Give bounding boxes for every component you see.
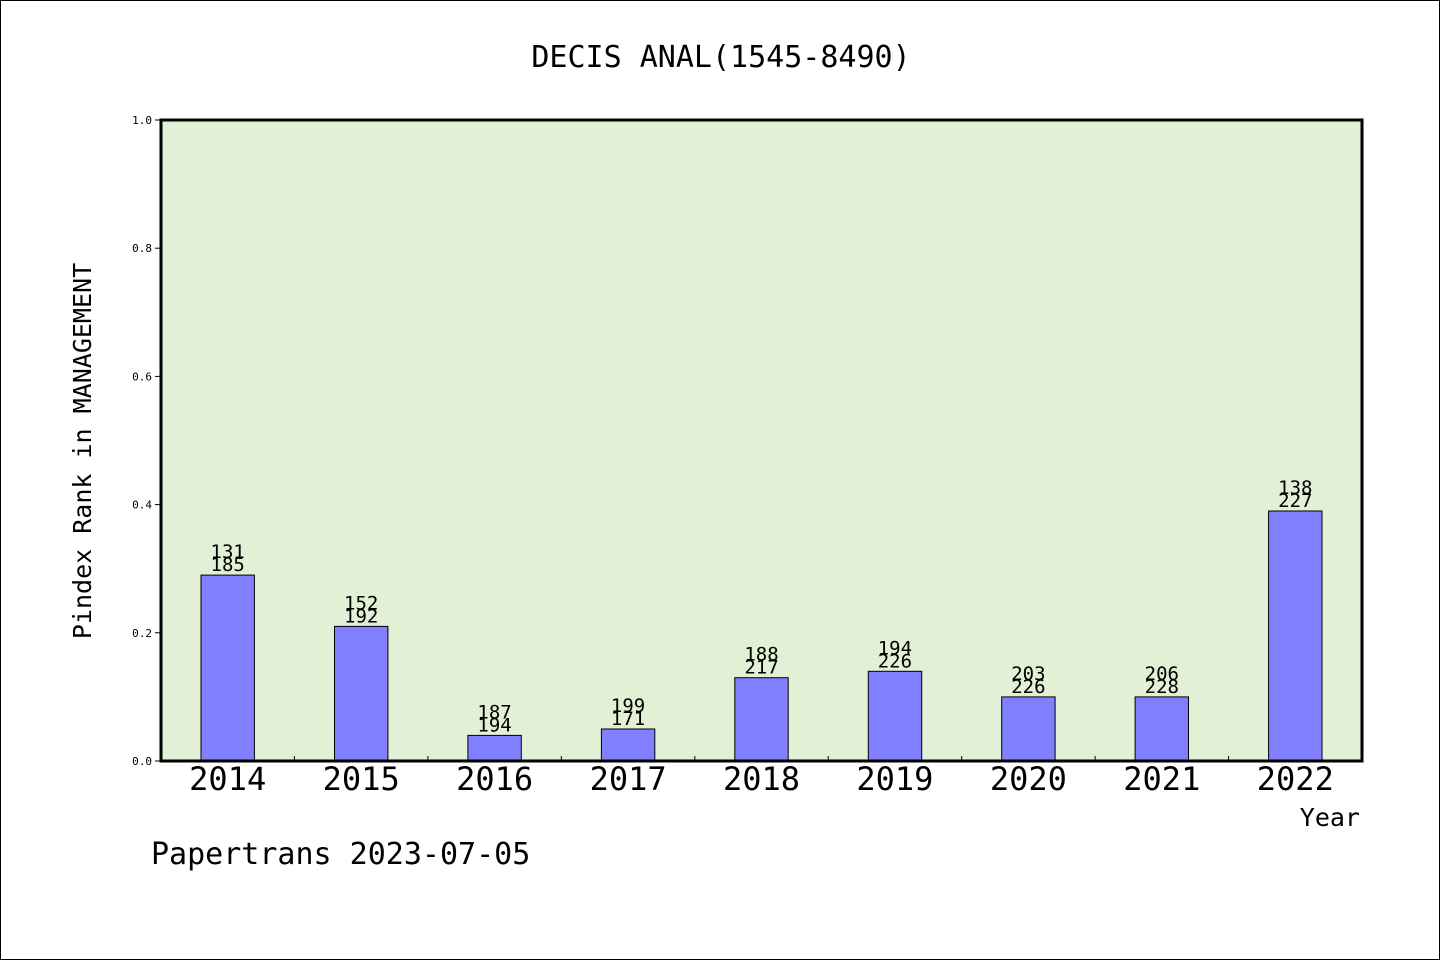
total-label-2022: 227 (1278, 490, 1312, 512)
bar-2017 (600, 728, 656, 762)
data-labels-layer: 1311851521921871941991711882171942262032… (211, 477, 1313, 736)
total-label-2016: 194 (477, 714, 511, 736)
x-axis-ticks: 2014 2015 2016 2017 2018 2019 2020 2021 2022 (189, 756, 1334, 798)
credit-text: Papertrans 2023-07-05 (151, 837, 530, 872)
y-tick-label-0.0: 0.0 (132, 755, 152, 768)
y-axis-label: Pindex Rank in MANAGEMENT (68, 263, 97, 639)
y-tick-label-1.0: 1.0 (132, 114, 152, 127)
y-tick-label-0.6: 0.6 (132, 370, 152, 383)
bar-2018 (734, 677, 789, 762)
x-tick-label-2018: 2018 (723, 760, 800, 798)
rank-label-2021: 206 (1145, 663, 1179, 685)
bar-2020 (1001, 696, 1056, 762)
rank-label-2019: 194 (878, 637, 912, 659)
x-axis-label: Year (1300, 803, 1360, 832)
x-tick-label-2019: 2019 (856, 760, 933, 798)
x-tick-label-2020: 2020 (990, 760, 1067, 798)
x-tick-label-2017: 2017 (590, 760, 667, 798)
plot-frame (159, 118, 1364, 763)
bar-2016 (467, 734, 522, 762)
rank-label-2018: 188 (744, 644, 778, 666)
rank-label-2022: 138 (1278, 477, 1312, 499)
rank-label-2015: 152 (344, 592, 378, 614)
y-tick-label-0.2: 0.2 (132, 627, 152, 640)
x-tick-label-2014: 2014 (189, 760, 266, 798)
x-tick-label-2021: 2021 (1123, 760, 1200, 798)
x-tick-label-2016: 2016 (456, 760, 533, 798)
total-label-2018: 217 (744, 657, 778, 679)
bars-layer (200, 510, 1323, 762)
total-label-2014: 185 (211, 554, 245, 576)
x-tick-label-2022: 2022 (1257, 760, 1334, 798)
y-axis-ticks: 0.0 0.2 0.4 0.6 0.8 1.0 (132, 114, 161, 768)
bar-2022 (1268, 510, 1323, 762)
y-tick-label-0.8: 0.8 (132, 242, 152, 255)
bar-2015 (334, 625, 389, 762)
y-tick-label-0.4: 0.4 (132, 499, 152, 512)
total-label-2020: 226 (1011, 676, 1045, 698)
x-tick-label-2015: 2015 (323, 760, 400, 798)
total-label-2021: 228 (1145, 676, 1179, 698)
bar-2019 (867, 670, 923, 762)
rank-label-2020: 203 (1011, 663, 1045, 685)
chart-title: DECIS ANAL(1545-8490) (531, 40, 910, 75)
total-label-2015: 192 (344, 605, 378, 627)
rank-label-2017: 199 (611, 695, 645, 717)
bar-2021 (1134, 696, 1189, 762)
total-label-2017: 171 (611, 708, 645, 730)
total-label-2019: 226 (878, 650, 912, 672)
rank-label-2016: 187 (477, 701, 511, 723)
bar-2014 (200, 574, 255, 762)
rank-label-2014: 131 (211, 541, 245, 563)
